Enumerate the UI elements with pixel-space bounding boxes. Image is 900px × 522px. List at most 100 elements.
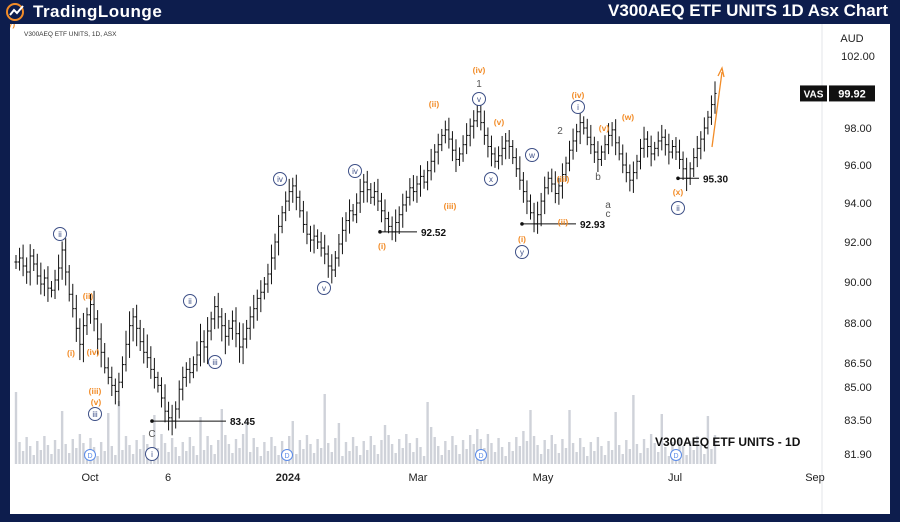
ohlc-bar [578,111,582,145]
ohlc-bar [479,102,483,131]
svg-text:iv: iv [277,175,283,184]
wave-label: iv [273,172,287,186]
wave-label: (ii) [429,99,440,109]
volume-bar [458,454,461,464]
volume-bar [160,434,163,464]
ohlc-bar [198,323,203,367]
svg-text:C: C [148,429,155,440]
ohlc-bar [592,136,596,163]
ohlc-bar [709,95,714,125]
svg-text:ii: ii [676,204,680,213]
dividend-marker[interactable]: D [670,449,682,461]
volume-bar [153,415,156,464]
volume-bar [266,451,270,464]
ohlc-bar [567,140,572,172]
ohlc-bar [252,294,256,329]
x-tick-label: Jul [668,472,682,484]
volume-bar [426,402,429,464]
ohlc-bar [674,137,678,161]
volume-bar [142,435,145,464]
volume-bar [14,392,18,464]
dividend-marker[interactable]: D [281,449,293,461]
volume-bar [568,410,571,464]
ohlc-bar [294,174,298,211]
ohlc-bar [543,176,547,215]
y-tick-label: 86.50 [844,358,872,370]
volume-bar [699,445,703,464]
ohlc-bar [117,372,121,407]
wave-label: iii [208,355,222,369]
x-tick-label: Oct [81,472,98,484]
ohlc-bar [56,254,61,291]
volume-bar [596,437,600,464]
wave-label: (i) [378,241,386,251]
volume-bar [468,435,472,464]
volume-bar [429,427,433,464]
price-chart[interactable]: 83.45 92.52 92.93 95.30 ii (ii) (i) (iv) (iii)(… [5,19,890,514]
dividend-marker[interactable]: D [475,449,487,461]
ohlc-bar [621,144,625,174]
volume-bar [547,449,550,464]
ohlc-bar [174,401,178,429]
volume-bar [557,453,561,464]
wave-label: (iii) [444,201,457,211]
wave-label: (v) [91,397,102,407]
ohlc-bar [266,263,270,293]
ohlc-bar [692,148,696,177]
volume-bar [603,455,607,464]
volume-bar [167,452,170,464]
ohlc-bar [106,357,110,385]
ohlc-bar [124,330,128,372]
ohlc-bar [159,377,164,408]
ohlc-bar [312,224,316,254]
ohlc-bar [220,308,224,342]
ohlc-bar [511,140,515,165]
volume-bar [688,441,692,464]
volume-bar [348,451,351,464]
volume-bar [461,440,465,464]
volume-bar [437,446,440,464]
volume-bar [213,454,216,464]
price-axis[interactable]: 102.00 98.00 96.00 94.00 92.00 90.00 88.00 86.5… [800,51,875,461]
volume-bar [170,438,174,464]
wave-label: (i) [518,234,526,244]
svg-text:x: x [489,175,493,184]
ohlc-bar [323,234,327,265]
svg-text:(iv): (iv) [473,65,486,75]
volume-bar [295,454,298,464]
y-tick-label: 85.00 [844,382,872,394]
ohlc-bar [216,292,220,329]
level-label: 92.52 [421,228,446,239]
level-label: 83.45 [230,417,255,428]
volume-bar [224,435,227,464]
svg-text:(ii): (ii) [558,217,569,227]
ohlc-bar [184,362,188,387]
ohlc-bar [535,201,540,234]
volume-bar [46,445,50,464]
ohlc-bar [706,110,710,135]
volume-bar [36,441,39,464]
time-axis[interactable]: Oct 6 2024 Mar May Jul Sep [81,472,824,484]
ohlc-bar [64,238,68,286]
ohlc-bar [663,129,667,156]
volume-bar [369,436,373,464]
dividend-marker[interactable]: D [84,449,96,461]
volume-bar [444,441,447,464]
volume-bar [341,456,344,464]
ohlc-bar [110,366,114,397]
x-tick-label: Sep [805,472,825,484]
volume-bar [323,394,326,464]
ohlc-bar [433,144,437,173]
svg-text:v: v [477,95,481,104]
wave-label: (w) [622,112,634,122]
ohlc-bar [49,281,54,298]
volume-bar [664,447,667,464]
ohlc-bar [386,211,391,234]
ohlc-bar [120,356,125,389]
volume-bar [625,440,628,464]
volume-bar [245,419,248,464]
volume-bar [21,451,25,464]
volume-bar [107,413,110,464]
ohlc-bar [603,135,607,161]
